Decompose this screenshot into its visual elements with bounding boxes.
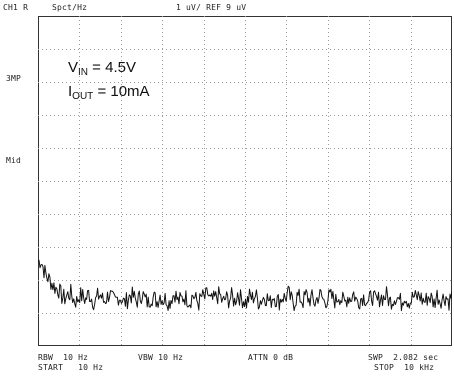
header-scale: 1 uV/ REF 9 uV [176, 3, 247, 12]
footer-stop: STOP 10 kHz [374, 363, 435, 372]
annotation-vin: VIN = 4.5V [68, 59, 136, 78]
header-channel: CH1 R [3, 3, 29, 12]
side-label-mid: Mid [6, 156, 22, 165]
plot-area [38, 16, 452, 346]
footer-atten: ATTN 0 dB [248, 353, 294, 362]
footer-swp: SWP 2.082 sec [368, 353, 439, 362]
footer-start: START 10 Hz [38, 363, 104, 372]
spectrum-chart [38, 16, 452, 346]
header-units: Spct/Hz [52, 3, 88, 12]
side-label-top: 3MP [6, 74, 22, 83]
footer-vbw: VBW 10 Hz [138, 353, 184, 362]
noise-trace [38, 259, 452, 312]
footer-rbw: RBW 10 Hz [38, 353, 89, 362]
vin-value: = 4.5V [88, 59, 136, 76]
vin-base: V [68, 59, 79, 76]
vin-sub: IN [78, 67, 89, 78]
iout-base: I [68, 83, 73, 100]
iout-value: = 10mA [93, 83, 150, 100]
iout-sub: OUT [72, 91, 94, 102]
annotation-iout: IOUT = 10mA [68, 83, 150, 102]
